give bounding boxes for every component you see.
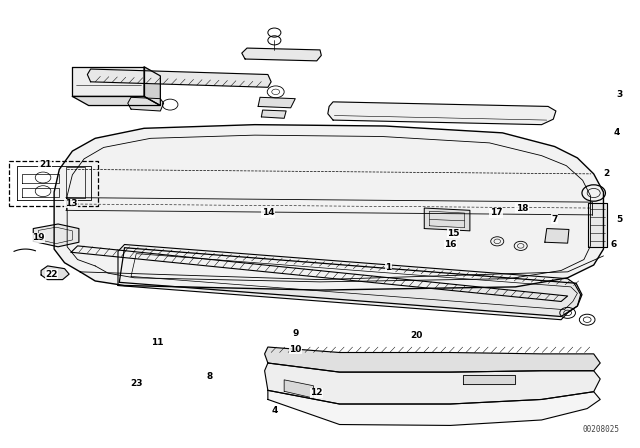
Text: 10: 10	[289, 345, 301, 354]
Polygon shape	[545, 228, 569, 243]
Polygon shape	[261, 110, 286, 118]
Text: 21: 21	[39, 160, 51, 169]
Polygon shape	[72, 96, 161, 106]
Polygon shape	[41, 266, 69, 280]
Text: 16: 16	[444, 240, 456, 249]
Text: 00208025: 00208025	[582, 425, 620, 434]
Text: 19: 19	[32, 233, 45, 242]
Text: 4: 4	[613, 129, 620, 138]
Polygon shape	[264, 363, 600, 404]
Text: 9: 9	[292, 329, 298, 338]
Polygon shape	[33, 224, 79, 247]
Text: 2: 2	[604, 169, 610, 178]
Polygon shape	[588, 203, 607, 247]
Text: 22: 22	[45, 270, 58, 279]
Polygon shape	[119, 248, 582, 317]
Polygon shape	[463, 375, 515, 384]
Text: 5: 5	[616, 215, 623, 224]
Text: 14: 14	[262, 208, 274, 217]
Polygon shape	[258, 97, 295, 108]
Text: 20: 20	[410, 331, 422, 340]
Polygon shape	[71, 246, 568, 302]
Polygon shape	[54, 125, 604, 290]
Text: 11: 11	[151, 338, 163, 347]
Text: 6: 6	[610, 240, 616, 249]
Text: 1: 1	[385, 263, 392, 272]
Text: 18: 18	[516, 203, 528, 212]
Text: 4: 4	[271, 406, 278, 415]
Polygon shape	[328, 102, 556, 125]
Polygon shape	[284, 380, 314, 398]
Text: 17: 17	[490, 208, 502, 217]
Polygon shape	[268, 390, 600, 426]
Polygon shape	[242, 48, 321, 61]
Text: 13: 13	[65, 199, 77, 208]
Text: 15: 15	[447, 228, 460, 237]
Polygon shape	[118, 245, 580, 320]
Polygon shape	[88, 69, 271, 87]
Text: 7: 7	[552, 215, 558, 224]
Polygon shape	[128, 97, 164, 111]
Text: 23: 23	[130, 379, 143, 388]
Polygon shape	[144, 67, 161, 106]
Text: 12: 12	[310, 388, 323, 397]
Polygon shape	[72, 67, 144, 96]
Polygon shape	[424, 208, 470, 231]
Polygon shape	[264, 347, 600, 372]
Text: 8: 8	[206, 372, 212, 381]
Text: 3: 3	[616, 90, 623, 99]
